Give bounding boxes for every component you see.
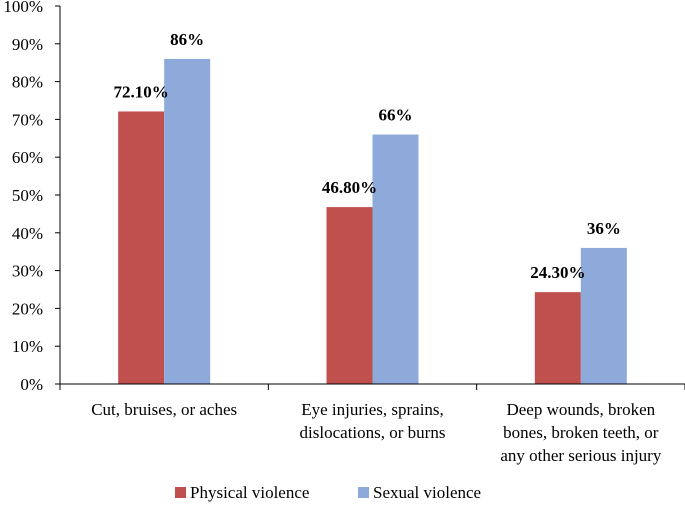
y-tick-label: 20% [12, 299, 43, 318]
x-tick-label: any other serious injury [500, 446, 661, 465]
y-tick-label: 60% [12, 148, 43, 167]
y-tick-label: 0% [20, 375, 43, 394]
bars [118, 58, 627, 385]
legend-swatch [358, 487, 369, 498]
y-tick-label: 50% [12, 186, 43, 205]
legend-label: Physical violence [190, 483, 309, 502]
bar [326, 207, 373, 384]
data-label: 72.10% [114, 82, 169, 101]
y-tick-label: 30% [12, 262, 43, 281]
x-tick-label: Deep wounds, broken [506, 400, 655, 419]
y-axis: 0% 10% 20% 30% 40% 50% 60% 70% 80% 90% 100% [3, 0, 61, 394]
y-tick-label: 10% [12, 337, 43, 356]
bar [534, 292, 581, 384]
bar [580, 247, 627, 384]
data-label: 66% [379, 106, 413, 125]
y-tick-label: 40% [12, 224, 43, 243]
data-label: 36% [587, 219, 621, 238]
bar [164, 58, 211, 385]
y-tick-label: 70% [12, 110, 43, 129]
y-tick-label: 100% [3, 0, 43, 16]
data-label: 86% [170, 30, 204, 49]
legend-swatch [175, 487, 186, 498]
bar [118, 111, 165, 384]
y-tick-label: 80% [12, 73, 43, 92]
y-tick-label: 90% [12, 35, 43, 54]
x-tick-label: dislocations, or burns [300, 423, 446, 442]
data-label: 46.80% [322, 178, 377, 197]
x-tick-label: Eye injuries, sprains, [301, 400, 444, 419]
x-axis: Cut, bruises, or aches Eye injuries, spra… [59, 383, 685, 465]
bar [372, 134, 419, 384]
x-tick-label: Cut, bruises, or aches [91, 400, 237, 419]
data-labels: 72.10% 86% 46.80% 66% 24.30% 36% [114, 30, 621, 282]
legend-label: Sexual violence [373, 483, 481, 502]
data-label: 24.30% [530, 263, 585, 282]
legend: Physical violence Sexual violence [175, 483, 481, 502]
x-tick-label: bones, broken teeth, or [503, 423, 659, 442]
